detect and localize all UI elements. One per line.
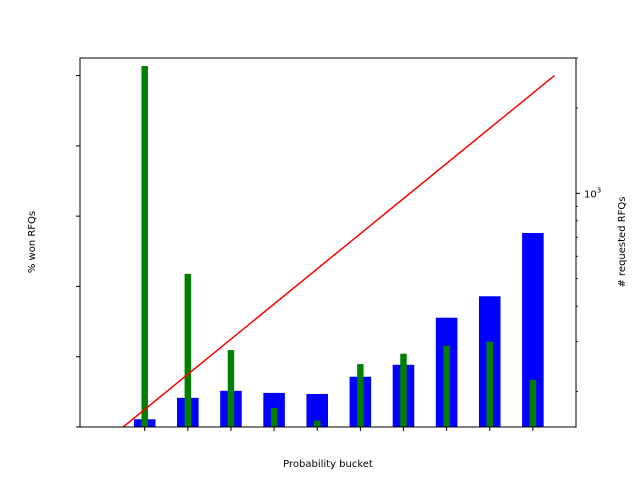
plot-area bbox=[122, 66, 555, 428]
won-rfq-bar bbox=[522, 233, 544, 427]
requested-rfq-bar bbox=[270, 408, 278, 427]
x-axis-label: Probability bucket bbox=[283, 459, 373, 470]
requested-rfq-bar bbox=[443, 345, 450, 427]
y2-axis-ticks: 103 bbox=[576, 57, 601, 392]
requested-rfq-bar bbox=[357, 364, 364, 427]
requested-rfq-bar bbox=[184, 273, 192, 427]
reference-line-segment bbox=[122, 74, 555, 428]
y-axis-ticks bbox=[76, 75, 80, 428]
y2-tick-label: 103 bbox=[584, 186, 601, 200]
requested-rfq-bar bbox=[400, 353, 407, 427]
y2-axis-label: # requested RFQs bbox=[617, 196, 628, 287]
requested-rfq-bar bbox=[141, 66, 148, 427]
reference-line bbox=[122, 74, 555, 428]
x-axis-ticks bbox=[144, 427, 534, 431]
requested-rfq-bar bbox=[486, 341, 493, 427]
requested-rfq-bar bbox=[529, 379, 537, 427]
y-axis-label: % won RFQs bbox=[27, 211, 38, 273]
plot-frame bbox=[79, 57, 577, 428]
requested-rfq-bars bbox=[141, 66, 537, 427]
requested-rfq-bar bbox=[227, 350, 235, 427]
requested-rfq-bar bbox=[313, 420, 321, 427]
won-rfq-bar bbox=[306, 393, 328, 427]
won-rfq-bars bbox=[133, 233, 544, 427]
